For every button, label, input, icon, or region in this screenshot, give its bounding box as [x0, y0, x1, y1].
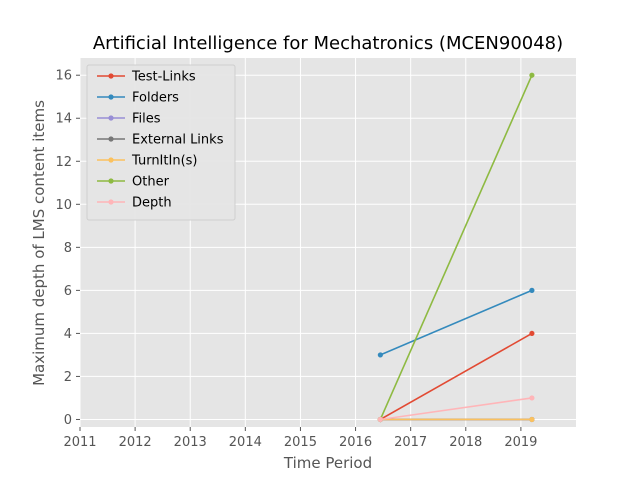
legend-label: Depth: [132, 196, 172, 211]
y-tick-label: 14: [55, 112, 72, 127]
x-tick-label: 2016: [339, 435, 372, 450]
x-tick-label: 2013: [174, 435, 207, 450]
x-tick-label: 2018: [449, 435, 482, 450]
y-axis-label: Maximum depth of LMS content items: [30, 100, 48, 386]
x-tick-label: 2019: [504, 435, 537, 450]
legend-marker: [108, 94, 114, 100]
y-tick-label: 10: [55, 198, 72, 213]
legend-marker: [108, 136, 114, 142]
data-point-other: [529, 72, 535, 78]
legend: Test-Links Folders Files External Links Turn…: [86, 64, 236, 221]
y-tick-label: 8: [64, 241, 72, 256]
x-tick-label: 2017: [394, 435, 427, 450]
data-point-folders: [377, 352, 383, 358]
series-folders: [377, 287, 535, 358]
chart-title: Artificial Intelligence for Mechatronics…: [93, 33, 563, 54]
data-point-test-links: [529, 330, 535, 337]
legend-label: Test-Links: [131, 70, 196, 85]
y-tick-label: 4: [64, 327, 72, 342]
legend-label: External Links: [132, 133, 224, 148]
x-tick-label: 2012: [119, 435, 152, 450]
series-depth: [377, 395, 535, 423]
series-layer: [377, 72, 535, 423]
legend-marker: [108, 157, 114, 163]
series-line-test-links: [379, 332, 533, 421]
data-point-turnitin-s: [529, 416, 535, 423]
legend-marker: [108, 73, 114, 79]
data-point-folders: [529, 287, 535, 293]
x-tick-label: 2011: [63, 435, 96, 450]
legend-marker: [108, 115, 114, 121]
legend-marker: [108, 199, 114, 205]
series-line-folders: [380, 289, 533, 356]
y-tick-label: 6: [64, 284, 72, 299]
series-line-other: [379, 74, 533, 420]
legend-label: Other: [132, 175, 170, 190]
ticks: 2011 2012 2013 2014 2015 2016 2017 2018 2019 0 2 4 6…: [55, 69, 537, 450]
x-tick-label: 2015: [284, 435, 317, 450]
x-tick-label: 2014: [229, 435, 262, 450]
series-line-depth: [380, 397, 533, 421]
x-axis-label: Time Period: [283, 454, 372, 472]
legend-marker: [108, 178, 114, 184]
y-tick-label: 16: [55, 69, 72, 84]
legend-label: TurnItIn(s): [131, 154, 197, 169]
legend-label: Files: [132, 112, 161, 127]
y-tick-label: 12: [55, 155, 72, 170]
y-tick-label: 2: [64, 370, 72, 385]
data-point-depth: [529, 395, 535, 401]
data-point-depth: [377, 416, 383, 423]
y-tick-label: 0: [64, 413, 72, 428]
legend-label: Folders: [132, 91, 179, 106]
